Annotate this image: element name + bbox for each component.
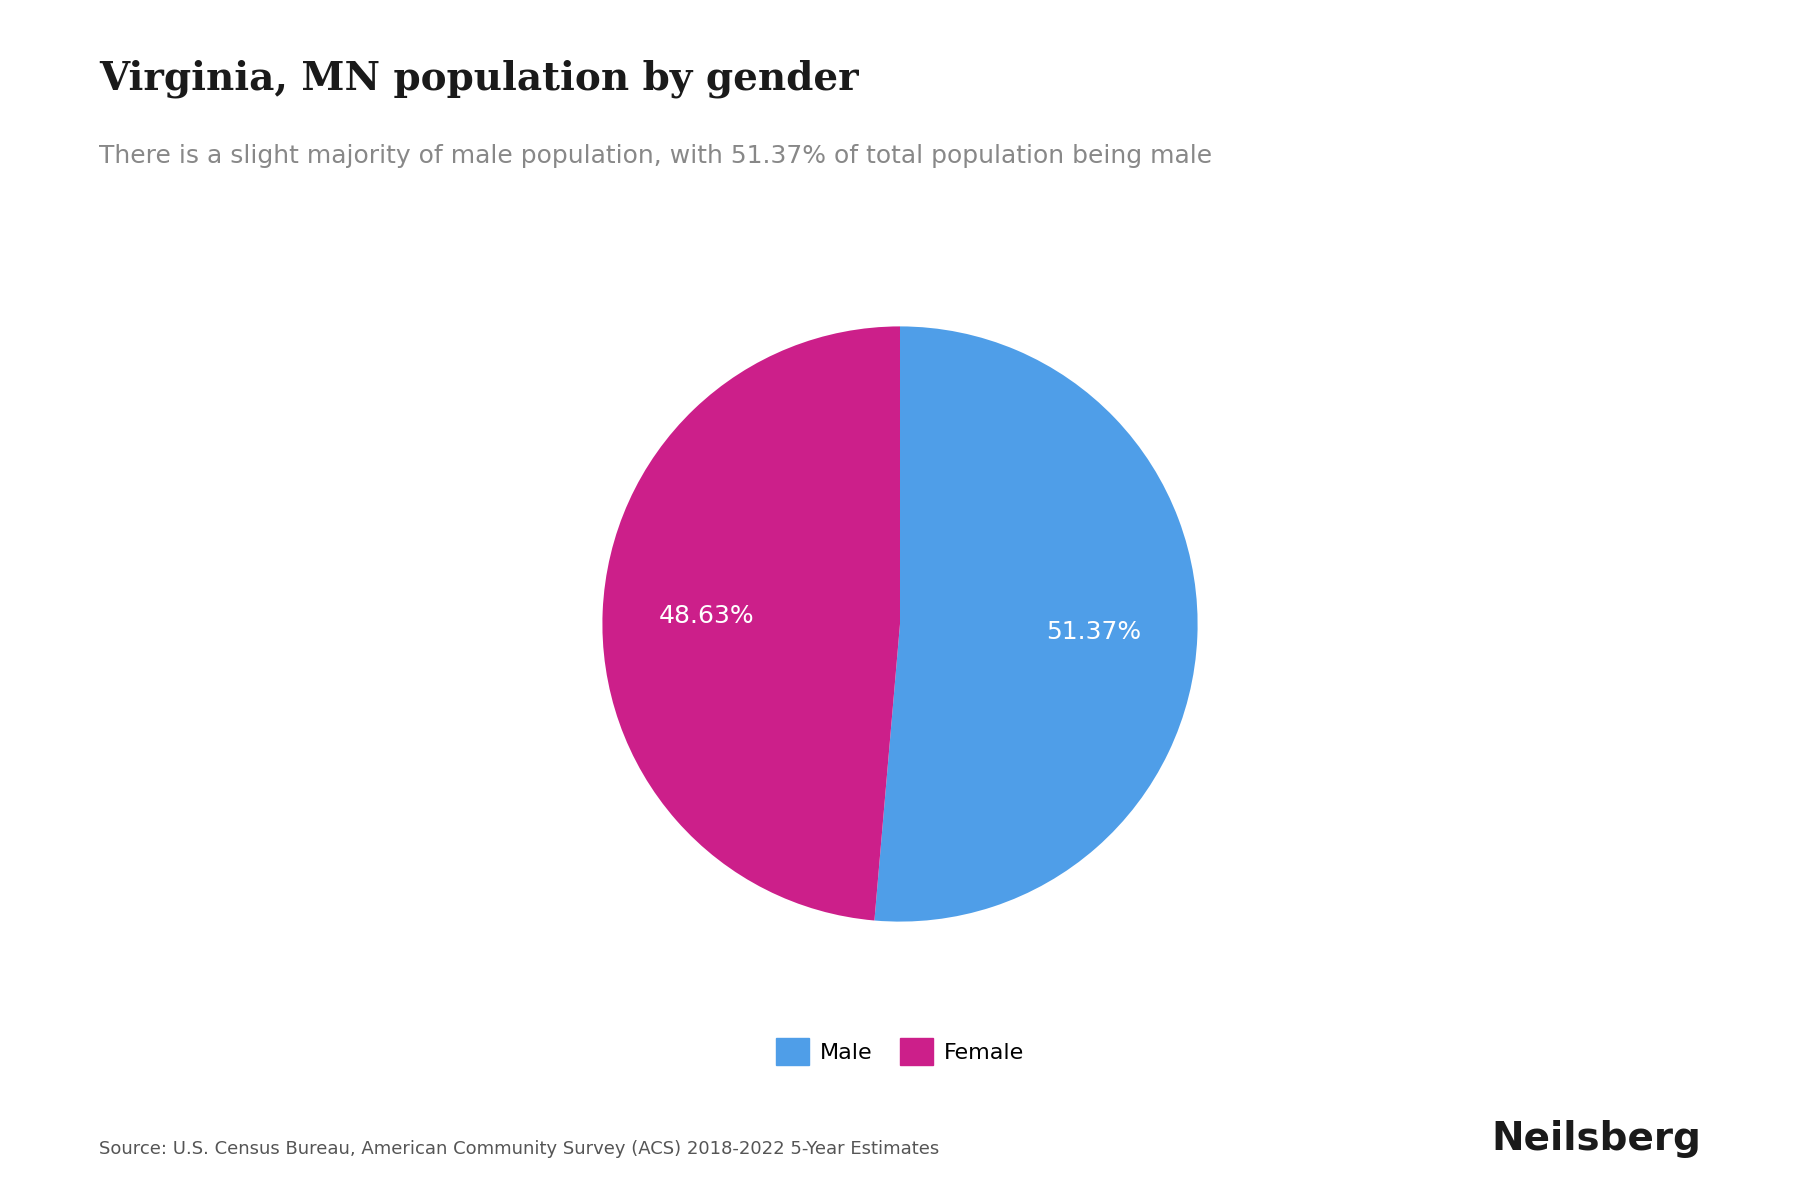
Text: Source: U.S. Census Bureau, American Community Survey (ACS) 2018-2022 5-Year Est: Source: U.S. Census Bureau, American Com… — [99, 1140, 940, 1158]
Text: 48.63%: 48.63% — [659, 604, 754, 628]
Wedge shape — [603, 326, 900, 920]
Text: 51.37%: 51.37% — [1046, 620, 1141, 644]
Text: There is a slight majority of male population, with 51.37% of total population b: There is a slight majority of male popul… — [99, 144, 1211, 168]
Wedge shape — [875, 326, 1197, 922]
Text: Virginia, MN population by gender: Virginia, MN population by gender — [99, 60, 859, 98]
Legend: Male, Female: Male, Female — [767, 1030, 1033, 1074]
Text: Neilsberg: Neilsberg — [1490, 1120, 1701, 1158]
